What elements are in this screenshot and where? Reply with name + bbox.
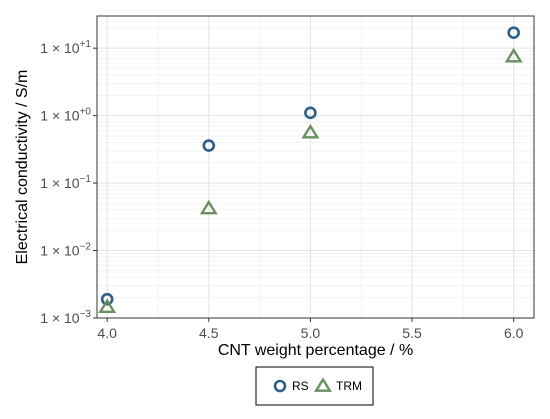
point-trm <box>199 199 218 215</box>
point-trm <box>301 123 320 139</box>
y-axis-ticks: 1 × 10−3 1 × 10−2 1 × 10−1 1 × 10+0 1 × 10+1 <box>40 39 97 326</box>
x-tick-label: 4.0 <box>97 325 117 341</box>
y-axis-title: Electrical conductivity / S/m <box>14 70 31 265</box>
legend-label-rs: RS <box>292 379 309 393</box>
legend-key-rs <box>273 379 287 393</box>
point-rs <box>304 106 317 120</box>
x-tick-label: 5.0 <box>301 325 321 341</box>
plot-panel-border <box>96 15 535 319</box>
y-tick-label: 1 × 10−1 <box>40 174 91 191</box>
point-rs <box>507 26 520 39</box>
point-trm <box>98 298 117 313</box>
legend-key-trm <box>314 377 332 392</box>
point-rs <box>202 139 216 152</box>
point-trm <box>504 47 523 63</box>
x-axis-title: CNT weight percentage / % <box>218 342 413 359</box>
x-tick-label: 6.0 <box>504 325 524 341</box>
legend-label-trm: TRM <box>336 379 362 393</box>
legend: RS TRM <box>255 366 374 406</box>
y-tick-label: 1 × 10+1 <box>40 39 91 56</box>
y-tick-label: 1 × 10+0 <box>40 107 91 124</box>
x-tick-label: 5.5 <box>402 325 422 341</box>
x-axis-ticks: 4.0 4.5 5.0 5.5 6.0 <box>97 318 524 341</box>
x-tick-label: 4.5 <box>199 325 219 341</box>
y-tick-label: 1 × 10−3 <box>40 309 91 326</box>
point-rs <box>100 292 114 306</box>
y-tick-label: 1 × 10−2 <box>40 242 91 259</box>
grid-lines <box>97 15 534 319</box>
data-points <box>98 26 523 313</box>
